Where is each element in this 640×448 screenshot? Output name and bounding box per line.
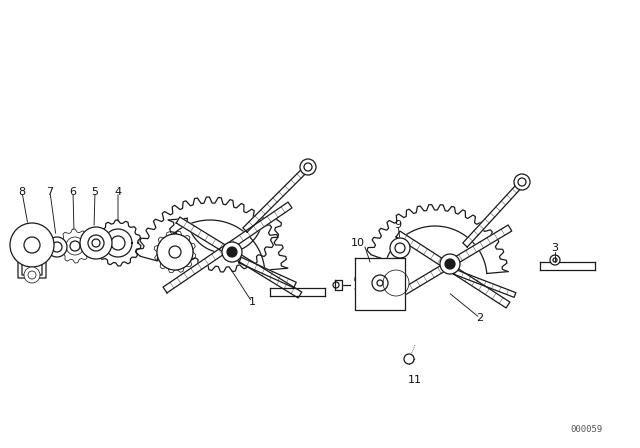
Text: 3: 3: [552, 243, 559, 253]
Polygon shape: [388, 225, 512, 303]
Polygon shape: [163, 202, 292, 293]
Polygon shape: [463, 183, 522, 247]
Polygon shape: [396, 231, 510, 308]
Polygon shape: [335, 280, 342, 290]
Circle shape: [440, 254, 460, 274]
Text: 1: 1: [248, 297, 255, 307]
Text: 6: 6: [70, 187, 77, 197]
Text: 2: 2: [476, 313, 484, 323]
Polygon shape: [454, 270, 516, 297]
Circle shape: [550, 255, 560, 265]
Circle shape: [24, 267, 40, 283]
Circle shape: [227, 247, 237, 257]
Polygon shape: [243, 168, 307, 232]
Text: 8: 8: [19, 187, 26, 197]
Circle shape: [80, 227, 112, 259]
Text: 7: 7: [47, 187, 54, 197]
Polygon shape: [176, 217, 302, 298]
Circle shape: [10, 223, 54, 267]
Circle shape: [390, 238, 410, 258]
Circle shape: [47, 237, 67, 257]
Polygon shape: [239, 257, 296, 288]
Text: 10: 10: [351, 238, 365, 248]
Circle shape: [300, 159, 316, 175]
Circle shape: [404, 354, 414, 364]
Circle shape: [383, 270, 409, 296]
Circle shape: [445, 259, 455, 269]
Text: 11: 11: [408, 375, 422, 385]
Text: 9: 9: [394, 220, 401, 230]
Circle shape: [222, 242, 242, 262]
Text: 000059: 000059: [570, 426, 602, 435]
Text: 5: 5: [92, 187, 99, 197]
Text: 4: 4: [115, 187, 122, 197]
Circle shape: [514, 174, 530, 190]
Circle shape: [157, 234, 193, 270]
Polygon shape: [355, 258, 405, 310]
